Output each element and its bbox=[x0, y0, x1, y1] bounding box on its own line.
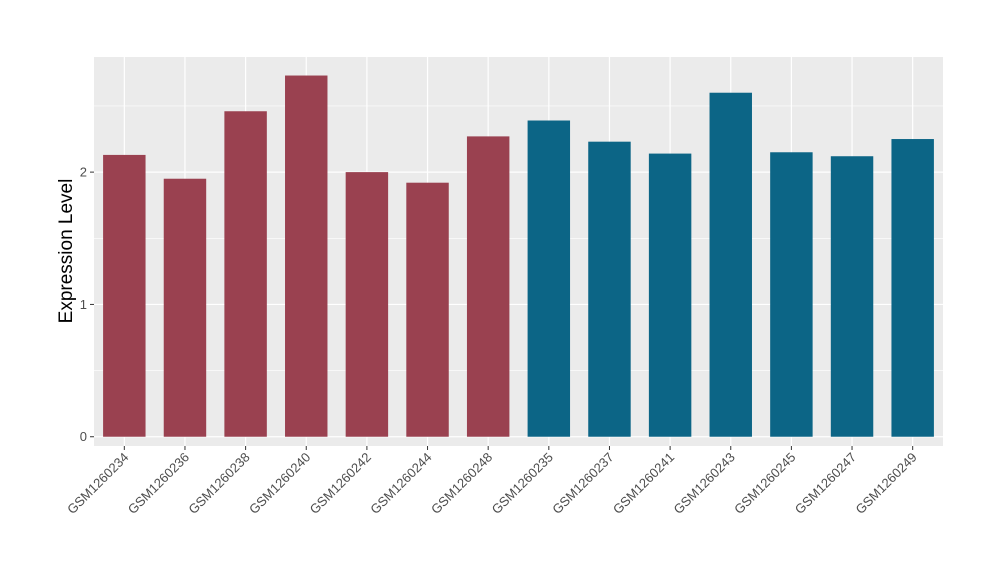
x-tick-label: GSM1260242 bbox=[307, 450, 374, 517]
bar-GSM1260248 bbox=[466, 136, 510, 437]
bar-GSM1260247 bbox=[830, 156, 874, 437]
y-tick-label: 1 bbox=[80, 297, 87, 312]
bar-GSM1260238 bbox=[224, 111, 267, 437]
bar-GSM1260242 bbox=[345, 172, 389, 437]
x-tick-label: GSM1260238 bbox=[185, 450, 252, 517]
x-tick-label: GSM1260248 bbox=[428, 450, 495, 517]
x-tick-label: GSM1260241 bbox=[610, 450, 677, 517]
bar-GSM1260249 bbox=[891, 139, 934, 437]
bar-GSM1260234 bbox=[103, 154, 146, 437]
bar-GSM1260245 bbox=[770, 152, 813, 437]
x-tick-label: GSM1260243 bbox=[671, 450, 738, 517]
bars bbox=[103, 75, 934, 437]
y-axis: 0 1 2 bbox=[80, 165, 94, 444]
x-tick-label: GSM1260234 bbox=[64, 450, 131, 517]
y-tick-label: 0 bbox=[80, 429, 87, 444]
x-tick-label: GSM1260235 bbox=[489, 450, 556, 517]
bar-GSM1260236 bbox=[163, 178, 207, 437]
bar-GSM1260235 bbox=[527, 120, 571, 437]
x-tick-label: GSM1260245 bbox=[731, 450, 798, 517]
x-tick-label: GSM1260240 bbox=[246, 450, 313, 517]
y-axis-title: Expression Level bbox=[56, 179, 77, 324]
x-tick-label: GSM1260244 bbox=[367, 450, 434, 517]
x-axis: GSM1260234GSM1260236GSM1260238GSM1260240… bbox=[64, 446, 920, 517]
y-tick-label: 2 bbox=[80, 165, 87, 180]
bar-GSM1260244 bbox=[406, 182, 449, 437]
plot-panel bbox=[94, 57, 943, 446]
x-tick-label: GSM1260249 bbox=[852, 450, 919, 517]
x-tick-label: GSM1260236 bbox=[125, 450, 192, 517]
bar-GSM1260240 bbox=[285, 75, 328, 437]
x-tick-label: GSM1260237 bbox=[549, 450, 616, 517]
bar-GSM1260243 bbox=[709, 92, 752, 437]
bar-GSM1260241 bbox=[648, 153, 692, 437]
bar-GSM1260237 bbox=[588, 141, 631, 437]
x-tick-label: GSM1260247 bbox=[792, 450, 859, 517]
